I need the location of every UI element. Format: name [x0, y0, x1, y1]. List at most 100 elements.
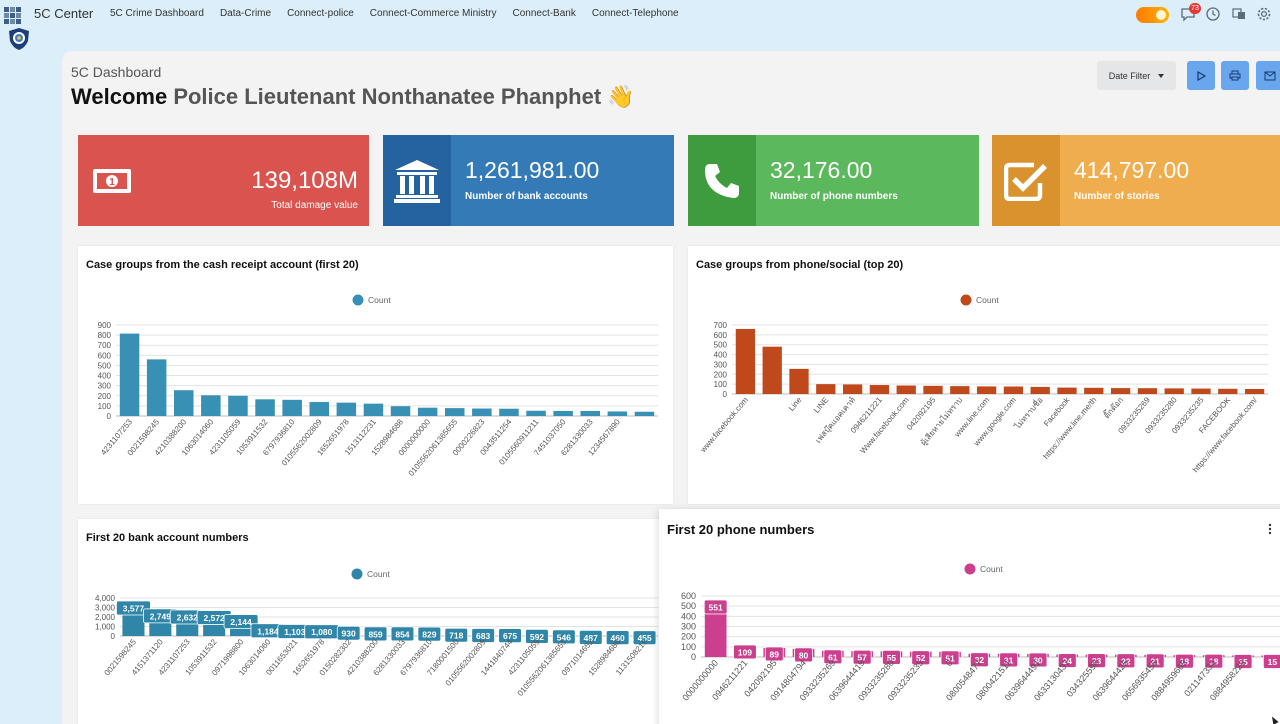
card-label: Number of bank accounts	[465, 191, 588, 202]
language-icon[interactable]	[1231, 6, 1247, 22]
nav-item-connect-bank[interactable]: Connect-Bank	[512, 8, 576, 19]
data-label: 1,184	[257, 626, 279, 636]
data-label: 718	[449, 631, 463, 641]
y-tick-label: 300	[714, 360, 728, 369]
data-label: 32	[975, 655, 985, 665]
chart-bar	[336, 402, 357, 416]
data-label-box	[417, 626, 442, 642]
phone-icon	[705, 163, 739, 198]
y-tick-label: 300	[681, 622, 696, 632]
data-label: 80	[799, 650, 809, 660]
data-label-box	[605, 630, 630, 646]
data-label: 551	[709, 602, 723, 612]
data-label-box	[1057, 653, 1077, 668]
stat-card-stories[interactable]: 414,797.00 Number of stories	[992, 135, 1280, 226]
chart-bar	[634, 411, 655, 416]
data-label: 829	[422, 630, 436, 640]
stat-card-total-damage[interactable]: 1 139,108M Total damage value	[78, 135, 369, 226]
x-tick-label: 0105562061365655	[407, 417, 460, 478]
nav-item-crime-dashboard[interactable]: 5C Crime Dashboard	[110, 8, 204, 19]
chart-bar	[553, 410, 573, 416]
police-badge-logo	[9, 28, 29, 50]
data-label: 15	[1238, 657, 1248, 667]
y-tick-label: 700	[714, 321, 728, 330]
caret-down-icon	[1158, 73, 1165, 78]
data-label-box	[940, 650, 960, 666]
data-label: 30	[1033, 655, 1043, 665]
data-label-box	[578, 629, 603, 645]
x-tick-label: LINE	[812, 396, 830, 415]
y-tick-label: 400	[714, 351, 728, 360]
chart-bar	[472, 408, 492, 416]
data-label: 24	[1063, 656, 1073, 666]
nav-item-connect-telephone[interactable]: Connect-Telephone	[591, 8, 679, 19]
card-label: Number of stories	[1074, 191, 1160, 202]
nav-item-data-crime[interactable]: Data-Crime	[219, 8, 272, 19]
data-label-box	[116, 600, 151, 616]
data-label: 675	[503, 631, 517, 641]
data-label: 455	[637, 633, 651, 643]
stat-card-phone-numbers[interactable]: 32,176.00 Number of phone numbers	[688, 135, 979, 226]
clock-icon[interactable]	[1205, 6, 1221, 22]
data-label: 1,103	[284, 627, 306, 637]
data-label: 460	[611, 633, 625, 643]
y-tick-label: 2,000	[95, 613, 116, 622]
data-label-box	[1087, 653, 1106, 669]
data-label: 1,080	[311, 627, 333, 637]
card-value: 139,108M	[251, 167, 358, 194]
chart-bar	[580, 410, 601, 416]
data-label: 21	[1150, 656, 1160, 666]
legend-label: Count	[367, 569, 390, 579]
play-button[interactable]	[1187, 61, 1215, 90]
mail-button[interactable]	[1256, 61, 1280, 90]
chart-title: Case groups from phone/social (top 20)	[696, 259, 904, 271]
y-tick-label: 600	[714, 331, 728, 340]
stat-card-bank-accounts[interactable]: 1,261,981.00 Number of bank accounts	[383, 135, 674, 226]
chart-bar	[201, 395, 221, 416]
chart-title: First 20 phone numbers	[667, 522, 815, 537]
legend-swatch	[960, 294, 972, 306]
y-tick-label: 0	[107, 412, 112, 421]
play-icon	[1197, 70, 1206, 81]
bar-chart-phone-numbers[interactable]: Count01002003004005006005510000000000109…	[659, 509, 1280, 724]
date-filter-label: Date Filter	[1108, 70, 1151, 81]
chart-bar	[896, 385, 916, 394]
nav-item-connect-commerce[interactable]: Connect-Commerce Ministry	[369, 8, 497, 19]
chart-bar	[228, 395, 248, 416]
data-label: 18	[1180, 657, 1190, 667]
more-options-icon[interactable]	[1267, 523, 1273, 535]
bar-chart-bank-accounts[interactable]: Count01,0002,0003,0004,0003,577002159824…	[78, 519, 673, 724]
data-label: 2,632	[177, 612, 199, 622]
data-label: 61	[828, 652, 838, 662]
data-label-box	[794, 647, 813, 663]
y-tick-label: 600	[98, 351, 112, 360]
data-label-box	[733, 644, 757, 660]
y-tick-label: 0	[691, 652, 696, 662]
chart-bar	[1191, 388, 1211, 394]
theme-toggle[interactable]	[1136, 7, 1169, 23]
date-filter-dropdown[interactable]: Date Filter	[1097, 61, 1176, 90]
print-button[interactable]	[1221, 61, 1249, 90]
y-tick-label: 300	[98, 382, 112, 391]
bar-chart-cash-receipt[interactable]: Count01002003004005006007008009004231107…	[78, 246, 673, 504]
nav-item-connect-police[interactable]: Connect-police	[287, 8, 354, 19]
card-icon-box	[688, 135, 756, 226]
chart-bar	[923, 385, 943, 394]
data-label: 2,144	[230, 617, 252, 627]
y-tick-label: 3,000	[95, 604, 116, 613]
chart-bar	[1057, 387, 1077, 394]
apps-grid-icon[interactable]	[4, 7, 21, 24]
data-label: 592	[530, 632, 544, 642]
data-label: 55	[887, 653, 897, 663]
data-label-box	[1145, 653, 1165, 669]
chart-bar	[255, 399, 275, 416]
data-label: 51	[945, 653, 955, 663]
data-label-box	[1116, 653, 1136, 669]
legend-label: Count	[980, 564, 1003, 574]
settings-gear-icon[interactable]	[1256, 6, 1272, 22]
svg-text:1: 1	[109, 177, 115, 188]
y-tick-label: 400	[98, 372, 112, 381]
chart-bar	[950, 386, 970, 394]
app-title[interactable]: 5C Center	[34, 6, 94, 21]
